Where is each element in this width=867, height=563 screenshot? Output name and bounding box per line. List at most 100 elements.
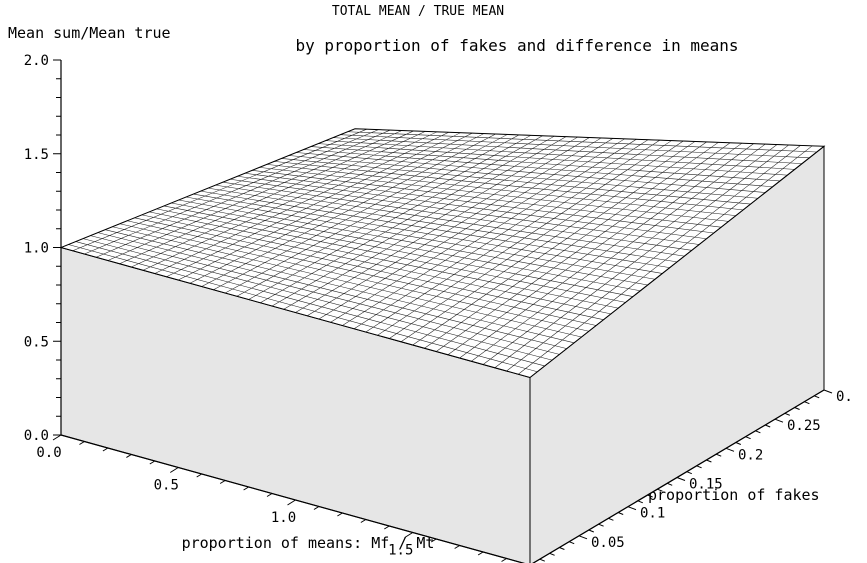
z-tick-label: 1.0: [24, 241, 49, 257]
mesh-line-x: [400, 141, 696, 342]
y-tick-mark: [814, 395, 820, 399]
mesh-line-x: [377, 140, 672, 336]
mesh-line-y: [230, 178, 700, 245]
mesh-line-x: [494, 144, 789, 368]
y-tick-label: 0.: [836, 389, 853, 405]
mesh-line-y: [288, 155, 758, 199]
mesh-line-x: [307, 137, 602, 316]
y-tick-mark: [647, 494, 653, 498]
z-axis-ticks: 0.0 0.5 1.0 1.5 2.0: [24, 53, 61, 444]
y-tick-mark: [569, 541, 575, 545]
mesh-line-y: [318, 143, 788, 176]
y-tick-mark: [549, 552, 555, 556]
y-tick-mark: [735, 442, 741, 445]
y-tick-mark: [686, 471, 692, 475]
y-tick-label: 0.15: [689, 477, 723, 493]
y-tick-mark: [627, 506, 637, 511]
x-tick-label: 0.5: [154, 478, 179, 494]
mesh-line-y: [215, 184, 685, 257]
y-axis-label: proportion of fakes: [648, 486, 820, 504]
mesh-line-x: [342, 139, 637, 326]
mesh-line-x: [447, 142, 743, 355]
mesh-line-y: [274, 161, 744, 211]
z-axis-label: Mean sum/Mean true: [8, 24, 171, 42]
mesh-line-x: [389, 140, 684, 339]
y-tick-label: 0.2: [738, 447, 763, 463]
mesh-line-y: [207, 187, 678, 263]
mesh-line-y: [296, 152, 766, 193]
x-tick-mark: [79, 441, 85, 445]
y-tick-mark: [765, 424, 771, 428]
mesh-line-x: [412, 141, 707, 346]
y-tick-mark: [706, 459, 712, 463]
x-tick-label: 0.0: [36, 445, 61, 461]
x-tick-mark: [149, 460, 156, 465]
mesh-line-y: [259, 167, 729, 222]
mesh-line-y: [266, 164, 736, 216]
y-tick-mark: [745, 436, 751, 440]
mesh-line-y: [340, 134, 810, 159]
y-axis-ticks: 0.00.050.10.150.20.250.: [539, 389, 853, 562]
mesh-line-y: [281, 158, 751, 205]
x-tick-mark: [384, 525, 390, 530]
x-tick-mark: [196, 473, 202, 478]
mesh-line-y: [303, 149, 773, 187]
mesh-line-x: [424, 142, 719, 349]
mesh-line-x: [471, 143, 766, 362]
y-tick-mark: [755, 430, 761, 434]
mesh-line-x: [365, 139, 661, 333]
y-tick-mark: [588, 529, 594, 533]
x-tick-mark: [169, 467, 179, 473]
x-tick-mark: [287, 499, 296, 506]
y-tick-mark: [667, 482, 673, 486]
y-tick-mark: [784, 412, 790, 416]
x-tick-mark: [337, 512, 343, 517]
surface-outline: [59, 128, 826, 379]
x-tick-mark: [477, 551, 484, 556]
y-tick-mark: [657, 488, 663, 492]
mesh-line-x: [353, 139, 649, 329]
x-tick-mark: [454, 545, 460, 549]
x-tick-mark: [243, 486, 249, 491]
y-tick-mark: [725, 447, 735, 452]
y-tick-mark: [676, 477, 686, 481]
x-tick-mark: [126, 454, 132, 458]
x-axis-label: proportion of means: Mf / Mt: [182, 534, 435, 552]
mesh-line-x: [330, 138, 625, 323]
x-tick-mark: [360, 519, 367, 523]
mesh-line-y: [332, 137, 802, 164]
x-tick-mark: [102, 447, 109, 452]
y-tick-mark: [618, 512, 624, 515]
chart-title: TOTAL MEAN / TRUE MEAN: [332, 4, 504, 19]
y-tick-mark: [539, 558, 545, 562]
x-axis-ticks: 0.00.51.01.52.0: [36, 434, 507, 562]
y-tick-mark: [578, 535, 588, 540]
mesh-line-x: [318, 138, 614, 320]
chart-subtitle: by proportion of fakes and difference in…: [295, 36, 738, 55]
mesh-line-y: [347, 131, 817, 153]
x-tick-mark: [219, 480, 226, 484]
mesh-line-x: [518, 145, 813, 375]
z-tick-label: 1.5: [24, 147, 49, 163]
x-tick-mark: [430, 538, 437, 543]
mesh-line-y: [325, 140, 795, 170]
y-tick-mark: [804, 401, 810, 405]
x-tick-mark: [404, 532, 414, 538]
y-tick-mark: [823, 389, 833, 394]
y-tick-label: 0.25: [787, 418, 821, 434]
surface-plane: [61, 128, 824, 378]
mesh-line-y: [237, 175, 707, 240]
y-tick-mark: [608, 517, 614, 521]
y-tick-mark: [637, 500, 643, 504]
mesh-line-x: [459, 143, 754, 359]
mesh-line-y: [244, 173, 714, 234]
y-tick-mark: [598, 523, 604, 527]
y-tick-mark: [794, 407, 800, 410]
x-tick-mark: [501, 558, 507, 562]
mesh-line-x: [436, 142, 731, 352]
x-tick-label: 1.0: [271, 510, 296, 526]
mesh-line-y: [222, 181, 692, 251]
x-tick-label: 1.5: [388, 543, 413, 559]
z-tick-label: 0.0: [24, 428, 49, 444]
